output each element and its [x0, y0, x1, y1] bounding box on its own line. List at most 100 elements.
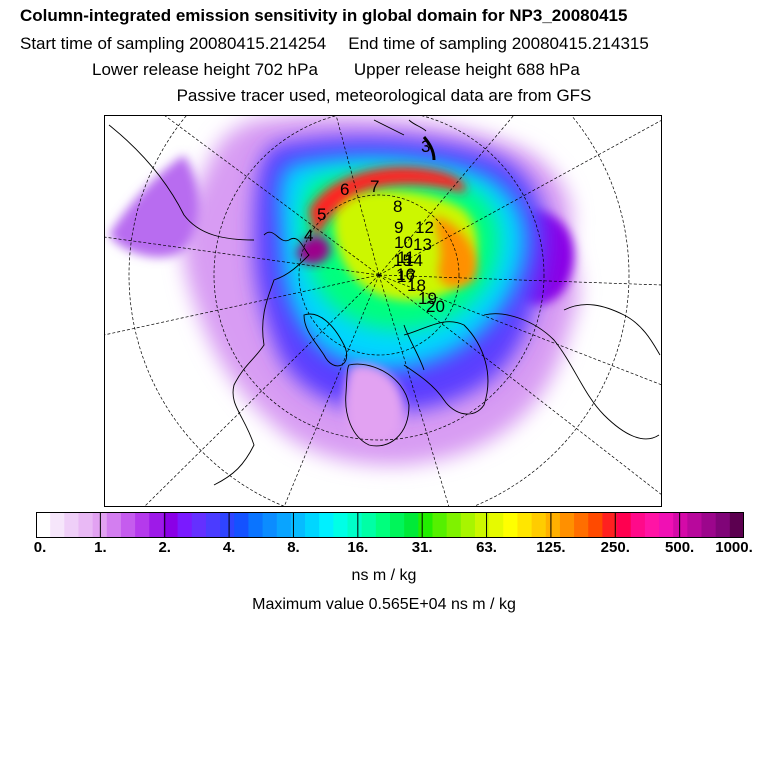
colorbar-cell: [248, 512, 264, 538]
colorbar-cell: [559, 512, 575, 538]
sampling-time-line: Start time of sampling 20080415.214254 En…: [20, 34, 768, 54]
colorbar-tick-label: 8.: [287, 539, 300, 556]
sensitivity-field: [109, 115, 579, 466]
end-value: 20080415.214315: [511, 34, 649, 53]
max-label: Maximum value: [252, 596, 365, 613]
greenland-hole: [343, 364, 404, 446]
colorbar-cell: [588, 512, 603, 538]
colorbar-tick-label: 0.: [33, 539, 47, 556]
coastline: [213, 231, 310, 486]
colorbar-tick-label: 31.: [411, 539, 433, 556]
colorbar-cell: [659, 512, 674, 538]
colorbar-cell: [149, 512, 165, 538]
maximum-value-line: Maximum value 0.565E+04 ns m / kg: [0, 596, 768, 614]
day-marker: 18: [407, 276, 426, 295]
day-marker: 19: [418, 289, 437, 308]
day-marker: 7: [370, 177, 379, 196]
meridian: [104, 274, 380, 336]
colorbar-cell: [715, 512, 731, 538]
map-layers: 3 4 5 6 7 8 9 10 11 12 13 14 15 16 17 18…: [104, 115, 662, 507]
colorbar-cell: [687, 512, 703, 538]
upper-value: 688 hPa: [516, 60, 580, 79]
day-marker: 8: [393, 197, 402, 216]
colorbar-tick-label: 2.: [158, 539, 171, 556]
colorbar-tick-label: 1000.: [715, 539, 753, 556]
coastline: [422, 136, 436, 161]
colorbar-cell: [545, 512, 561, 538]
start-label: Start time of sampling: [20, 34, 185, 53]
colorbar-cell: [503, 512, 519, 538]
map-frame: [104, 115, 662, 507]
meridian: [104, 236, 380, 276]
colorbar-cell: [418, 512, 434, 538]
greenland-coastline: [345, 363, 410, 447]
colorbar-cell: [220, 512, 235, 538]
colorbar-cell: [390, 512, 405, 538]
west-plume: [109, 155, 199, 258]
lower-value: 702 hPa: [254, 60, 318, 79]
colorbar-cell: [446, 512, 462, 538]
colorbar-frame: [36, 512, 744, 538]
colorbar-cell: [305, 512, 320, 538]
colorbar-tick-label: 63.: [476, 539, 497, 556]
colorbar-cell: [474, 512, 490, 538]
colorbar-cell: [404, 512, 419, 538]
day-markers: 3 4 5 6 7 8 9 10 11 12 13 14 15 16 17 18…: [304, 137, 445, 316]
coastline: [373, 119, 427, 136]
colorbar-cell: [701, 512, 717, 538]
day-marker: 11: [397, 248, 415, 267]
tracer-note: Passive tracer used, meteorological data…: [176, 86, 592, 105]
red-arc-west: [309, 166, 466, 240]
colorbar-tick-label: 4.: [222, 539, 236, 556]
colorbar-dividers: [99, 512, 681, 538]
end-label: End time of sampling: [348, 34, 507, 53]
coastline: [303, 313, 348, 367]
day-marker: 4: [304, 226, 313, 245]
sensitivity-map: 3 4 5 6 7 8 9 10 11 12 13 14 15 16 17 18…: [104, 115, 662, 507]
colorbar-cell: [234, 512, 249, 538]
colorbar-cell: [205, 512, 221, 538]
colorbar-cell: [602, 512, 618, 538]
colorbar-cell: [163, 512, 179, 538]
day-marker: 15: [393, 251, 412, 270]
release-height-line: Lower release height 702 hPa Upper releas…: [92, 60, 768, 80]
colorbar-cell: [729, 512, 744, 538]
colorbar-tick-label: 250.: [600, 539, 630, 556]
colorbar-tick-label: 1.: [94, 539, 107, 556]
colorbar-cell: [432, 512, 448, 538]
day-marker: 13: [413, 235, 432, 254]
meridian: [378, 274, 662, 286]
colorbar-cell: [50, 512, 65, 538]
max-units: ns m / kg: [450, 596, 516, 613]
lower-label: Lower release height: [92, 60, 250, 79]
colorbar-cell: [276, 512, 292, 538]
day-marker: 6: [340, 180, 349, 199]
colorbar-cell: [673, 512, 688, 538]
magenta-spot: [296, 235, 330, 265]
coastline: [403, 321, 489, 415]
colorbar-cell: [460, 512, 476, 538]
colorbar-cell: [630, 512, 646, 538]
colorbar: [36, 512, 744, 538]
colorbar-tick-label: 16.: [347, 539, 369, 556]
day-marker: 16: [396, 265, 415, 284]
colorbar-cell: [177, 512, 193, 538]
colorbar-cell: [489, 512, 504, 538]
latitude-circle: [128, 115, 630, 507]
meridian: [143, 274, 380, 507]
coastline: [108, 124, 255, 241]
colorbar-tick-label: 500.: [665, 539, 695, 556]
colorbar-tick-label: 125.: [536, 539, 566, 556]
upper-label: Upper release height: [353, 60, 512, 79]
colorbar-cell: [262, 512, 278, 538]
colorbar-cell: [574, 512, 589, 538]
colorbar-cell: [517, 512, 533, 538]
start-value: 20080415.214254: [189, 34, 327, 53]
colorbar-cell: [375, 512, 391, 538]
coastline: [403, 324, 425, 371]
colorbar-units: ns m / kg: [351, 567, 417, 584]
day-marker: 9: [394, 218, 403, 237]
colorbar-cell: [78, 512, 94, 538]
figure-title: Column-integrated emission sensitivity i…: [20, 6, 628, 25]
latitude-circle: [298, 194, 460, 356]
